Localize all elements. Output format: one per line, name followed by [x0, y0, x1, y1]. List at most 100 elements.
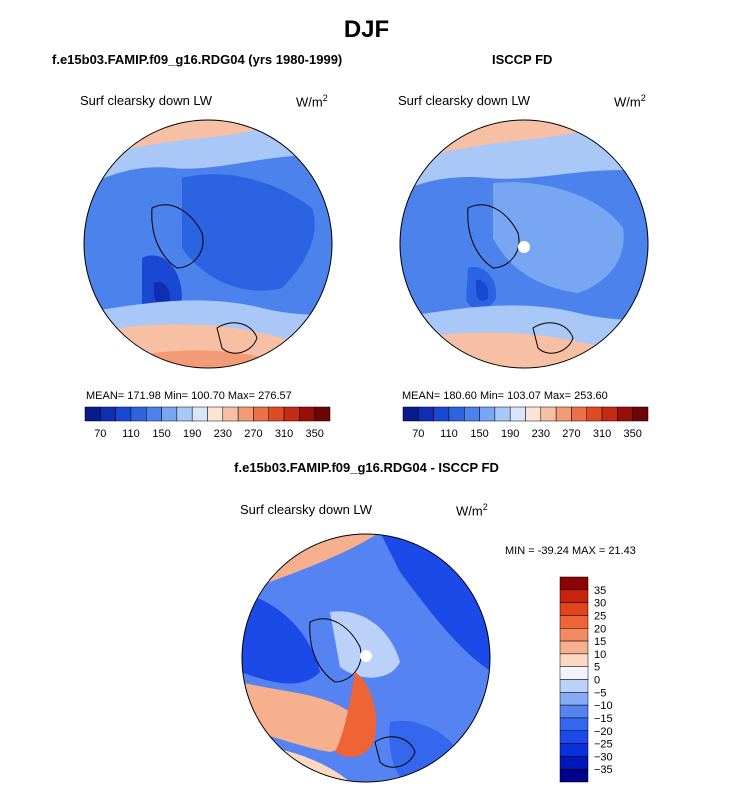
- panel2-colorbar-swatch: [617, 406, 633, 422]
- panel2-field-central: [493, 182, 624, 293]
- panel3-colorbar-swatch: [559, 730, 589, 744]
- panel1-colorbar-swatch: [115, 406, 132, 422]
- panel2-colorbar-swatch: [540, 406, 557, 422]
- panel3-colorbar-tick-label: 25: [594, 610, 606, 622]
- panel3-colorbar-swatch: [559, 589, 589, 603]
- panel1-colorbar-swatch: [268, 406, 285, 422]
- panel3-colorbar-tick-label: −5: [594, 687, 607, 699]
- panel2-colorbar-swatch: [571, 406, 587, 422]
- panel2-colorbar-tick-label: 70: [412, 428, 424, 440]
- panel1-field-greenland-core: [154, 281, 171, 307]
- panel2-colorbar-tick-label: 190: [501, 428, 519, 440]
- panel1-colorbar-swatch: [283, 406, 300, 422]
- panel2-colorbar-swatch: [586, 406, 603, 422]
- panel1-colorbar-tick-label: 70: [94, 428, 106, 440]
- panel1-coastline-arctic: [151, 204, 204, 269]
- panel1-variable: Surf clearsky down LW: [80, 93, 212, 108]
- panel3-colorbar-tick-label: −15: [594, 713, 613, 725]
- panel1-colorbar-swatch: [253, 406, 269, 422]
- panel2-coastline-europe: [532, 322, 574, 354]
- panel3-units: W/m2: [456, 502, 488, 519]
- panel2-colorbar-tick-label: 270: [562, 428, 580, 440]
- panel2-colorbar-tick-label: 230: [532, 428, 550, 440]
- panel2-map-border: [399, 119, 649, 369]
- panel2-pole-gap: [518, 241, 530, 253]
- panel2-colorbar-tick-label: 150: [470, 428, 488, 440]
- panel1-colorbar-swatch: [176, 406, 193, 422]
- panel3-colorbar-swatch: [559, 768, 589, 783]
- panel1-colorbar-tick-label: 150: [152, 428, 170, 440]
- panel1-field-siberia: [182, 174, 315, 291]
- panel1-colorbar-swatches: [84, 406, 331, 422]
- panel2-colorbar-swatch: [525, 406, 542, 422]
- panel2-units: W/m2: [614, 93, 646, 110]
- panel2-colorbar-swatch: [433, 406, 450, 422]
- panel2-colorbar-swatch: [555, 406, 572, 422]
- panel2-stats: MEAN= 180.60 Min= 103.07 Max= 253.60: [402, 390, 608, 402]
- panel2-map: [399, 119, 649, 369]
- panel2-colorbar-swatch: [464, 406, 480, 422]
- panel1-colorbar-tick-label: 350: [306, 428, 324, 440]
- panel3-colorbar-swatch: [559, 666, 589, 680]
- panel1-colorbar-tick-label: 110: [122, 428, 140, 440]
- panel2-colorbar-swatch: [509, 406, 526, 422]
- panel3-colorbar-swatch: [559, 615, 589, 629]
- panel3-colorbar-swatch: [559, 692, 589, 706]
- panel3-colorbar-swatch: [559, 640, 589, 655]
- panel1-colorbar-swatch: [84, 406, 101, 422]
- panel1-colorbar-tick-label: 230: [214, 428, 232, 440]
- panel3-colorbar-tick-label: −25: [594, 739, 613, 751]
- panel2-field-atlantic-warm: [400, 332, 648, 368]
- panel3-field-greenland-hot: [335, 672, 377, 757]
- panel1-coastline-europe: [216, 322, 258, 354]
- panel2-colorbar-swatch: [479, 406, 496, 422]
- panel1-colorbar-ticks: 70 110 150 190 230 270 310 350: [94, 428, 324, 440]
- panel3-colorbar-swatch: [559, 717, 589, 731]
- panel3-colorbar-tick-label: 0: [594, 675, 600, 687]
- panel3-map-border: [241, 533, 491, 783]
- panel3-title: f.e15b03.FAMIP.f09_g16.RDG04 - ISCCP FD: [234, 460, 499, 475]
- panel1-map: [83, 119, 333, 369]
- panel1-colorbar-swatch: [299, 406, 315, 422]
- panel3-colorbar-tick-label: 35: [594, 585, 606, 597]
- panel2-variable: Surf clearsky down LW: [398, 93, 530, 108]
- panel2-colorbar-swatch: [418, 406, 434, 422]
- panel1-colorbar-swatch: [146, 406, 162, 422]
- panel2-colorbar-tick-label: 110: [440, 428, 458, 440]
- panel1-units: W/m2: [296, 93, 328, 110]
- panel1-colorbar-swatch: [314, 406, 331, 422]
- panel1-colorbar-tick-label: 270: [244, 428, 262, 440]
- panel2-colorbar-swatch: [632, 406, 649, 422]
- panel3-colorbar-tick-label: 10: [594, 649, 606, 661]
- panel3-colorbar-swatch: [559, 628, 589, 642]
- panel2-title: ISCCP FD: [492, 52, 553, 67]
- panel3-colorbar-tick-label: 5: [594, 662, 600, 674]
- season-title: DJF: [343, 16, 390, 43]
- panel2-colorbar-swatches: [402, 406, 649, 422]
- panel2-field-greenland-core: [476, 279, 489, 301]
- panel3-colorbar-swatch: [559, 704, 589, 719]
- panel3-variable: Surf clearsky down LW: [240, 502, 372, 517]
- panel1-colorbar-swatch: [191, 406, 208, 422]
- panel3-colorbar-tick-label: 15: [594, 636, 606, 648]
- panel1-colorbar-swatch: [207, 406, 224, 422]
- panel1-title: f.e15b03.FAMIP.f09_g16.RDG04 (yrs 1980-1…: [52, 52, 343, 67]
- panel2-colorbar-ticks: 70 110 150 190 230 270 310 350: [412, 428, 642, 440]
- panel3-colorbar-swatches: [559, 576, 589, 783]
- panel3-pole-gap: [360, 650, 372, 662]
- panel2-colorbar-swatch: [494, 406, 511, 422]
- panel1-colorbar-tick-label: 190: [183, 428, 201, 440]
- panel1-colorbar-swatch: [100, 406, 116, 422]
- panel2-colorbar-tick-label: 310: [593, 428, 611, 440]
- panel2-colorbar-swatch: [448, 406, 465, 422]
- panel3-colorbar-tick-label: −10: [594, 700, 613, 712]
- panel1-colorbar-swatch: [237, 406, 254, 422]
- panel2-colorbar-swatch: [601, 406, 618, 422]
- panel3-field-canada: [242, 592, 320, 684]
- panel2-colorbar: 70 110 150 190 230 270 310 350: [402, 406, 649, 440]
- panel3-field-central-light: [330, 611, 400, 678]
- panel2-coastline-arctic: [467, 204, 520, 269]
- panel3-colorbar-swatch: [559, 602, 589, 616]
